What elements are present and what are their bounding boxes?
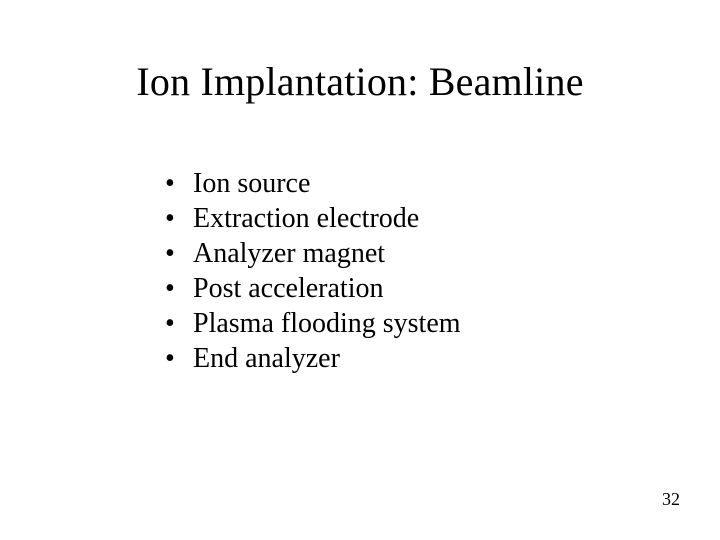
list-item-label: Ion source [193,166,310,201]
bullet-icon: • [165,271,193,306]
list-item-label: Extraction electrode [193,201,419,236]
list-item: • Extraction electrode [165,201,461,236]
list-item-label: End analyzer [193,341,340,376]
slide: Ion Implantation: Beamline • Ion source … [0,0,720,540]
bullet-icon: • [165,341,193,376]
list-item: • Plasma flooding system [165,306,461,341]
list-item: • Ion source [165,166,461,201]
bullet-icon: • [165,201,193,236]
slide-title: Ion Implantation: Beamline [0,58,720,105]
list-item: • End analyzer [165,341,461,376]
list-item: • Post acceleration [165,271,461,306]
list-item-label: Post acceleration [193,271,383,306]
list-item-label: Analyzer magnet [193,236,385,271]
page-number: 32 [662,489,680,510]
bullet-icon: • [165,236,193,271]
list-item-label: Plasma flooding system [193,306,461,341]
bullet-list: • Ion source • Extraction electrode • An… [165,166,461,376]
list-item: • Analyzer magnet [165,236,461,271]
bullet-icon: • [165,306,193,341]
bullet-icon: • [165,166,193,201]
